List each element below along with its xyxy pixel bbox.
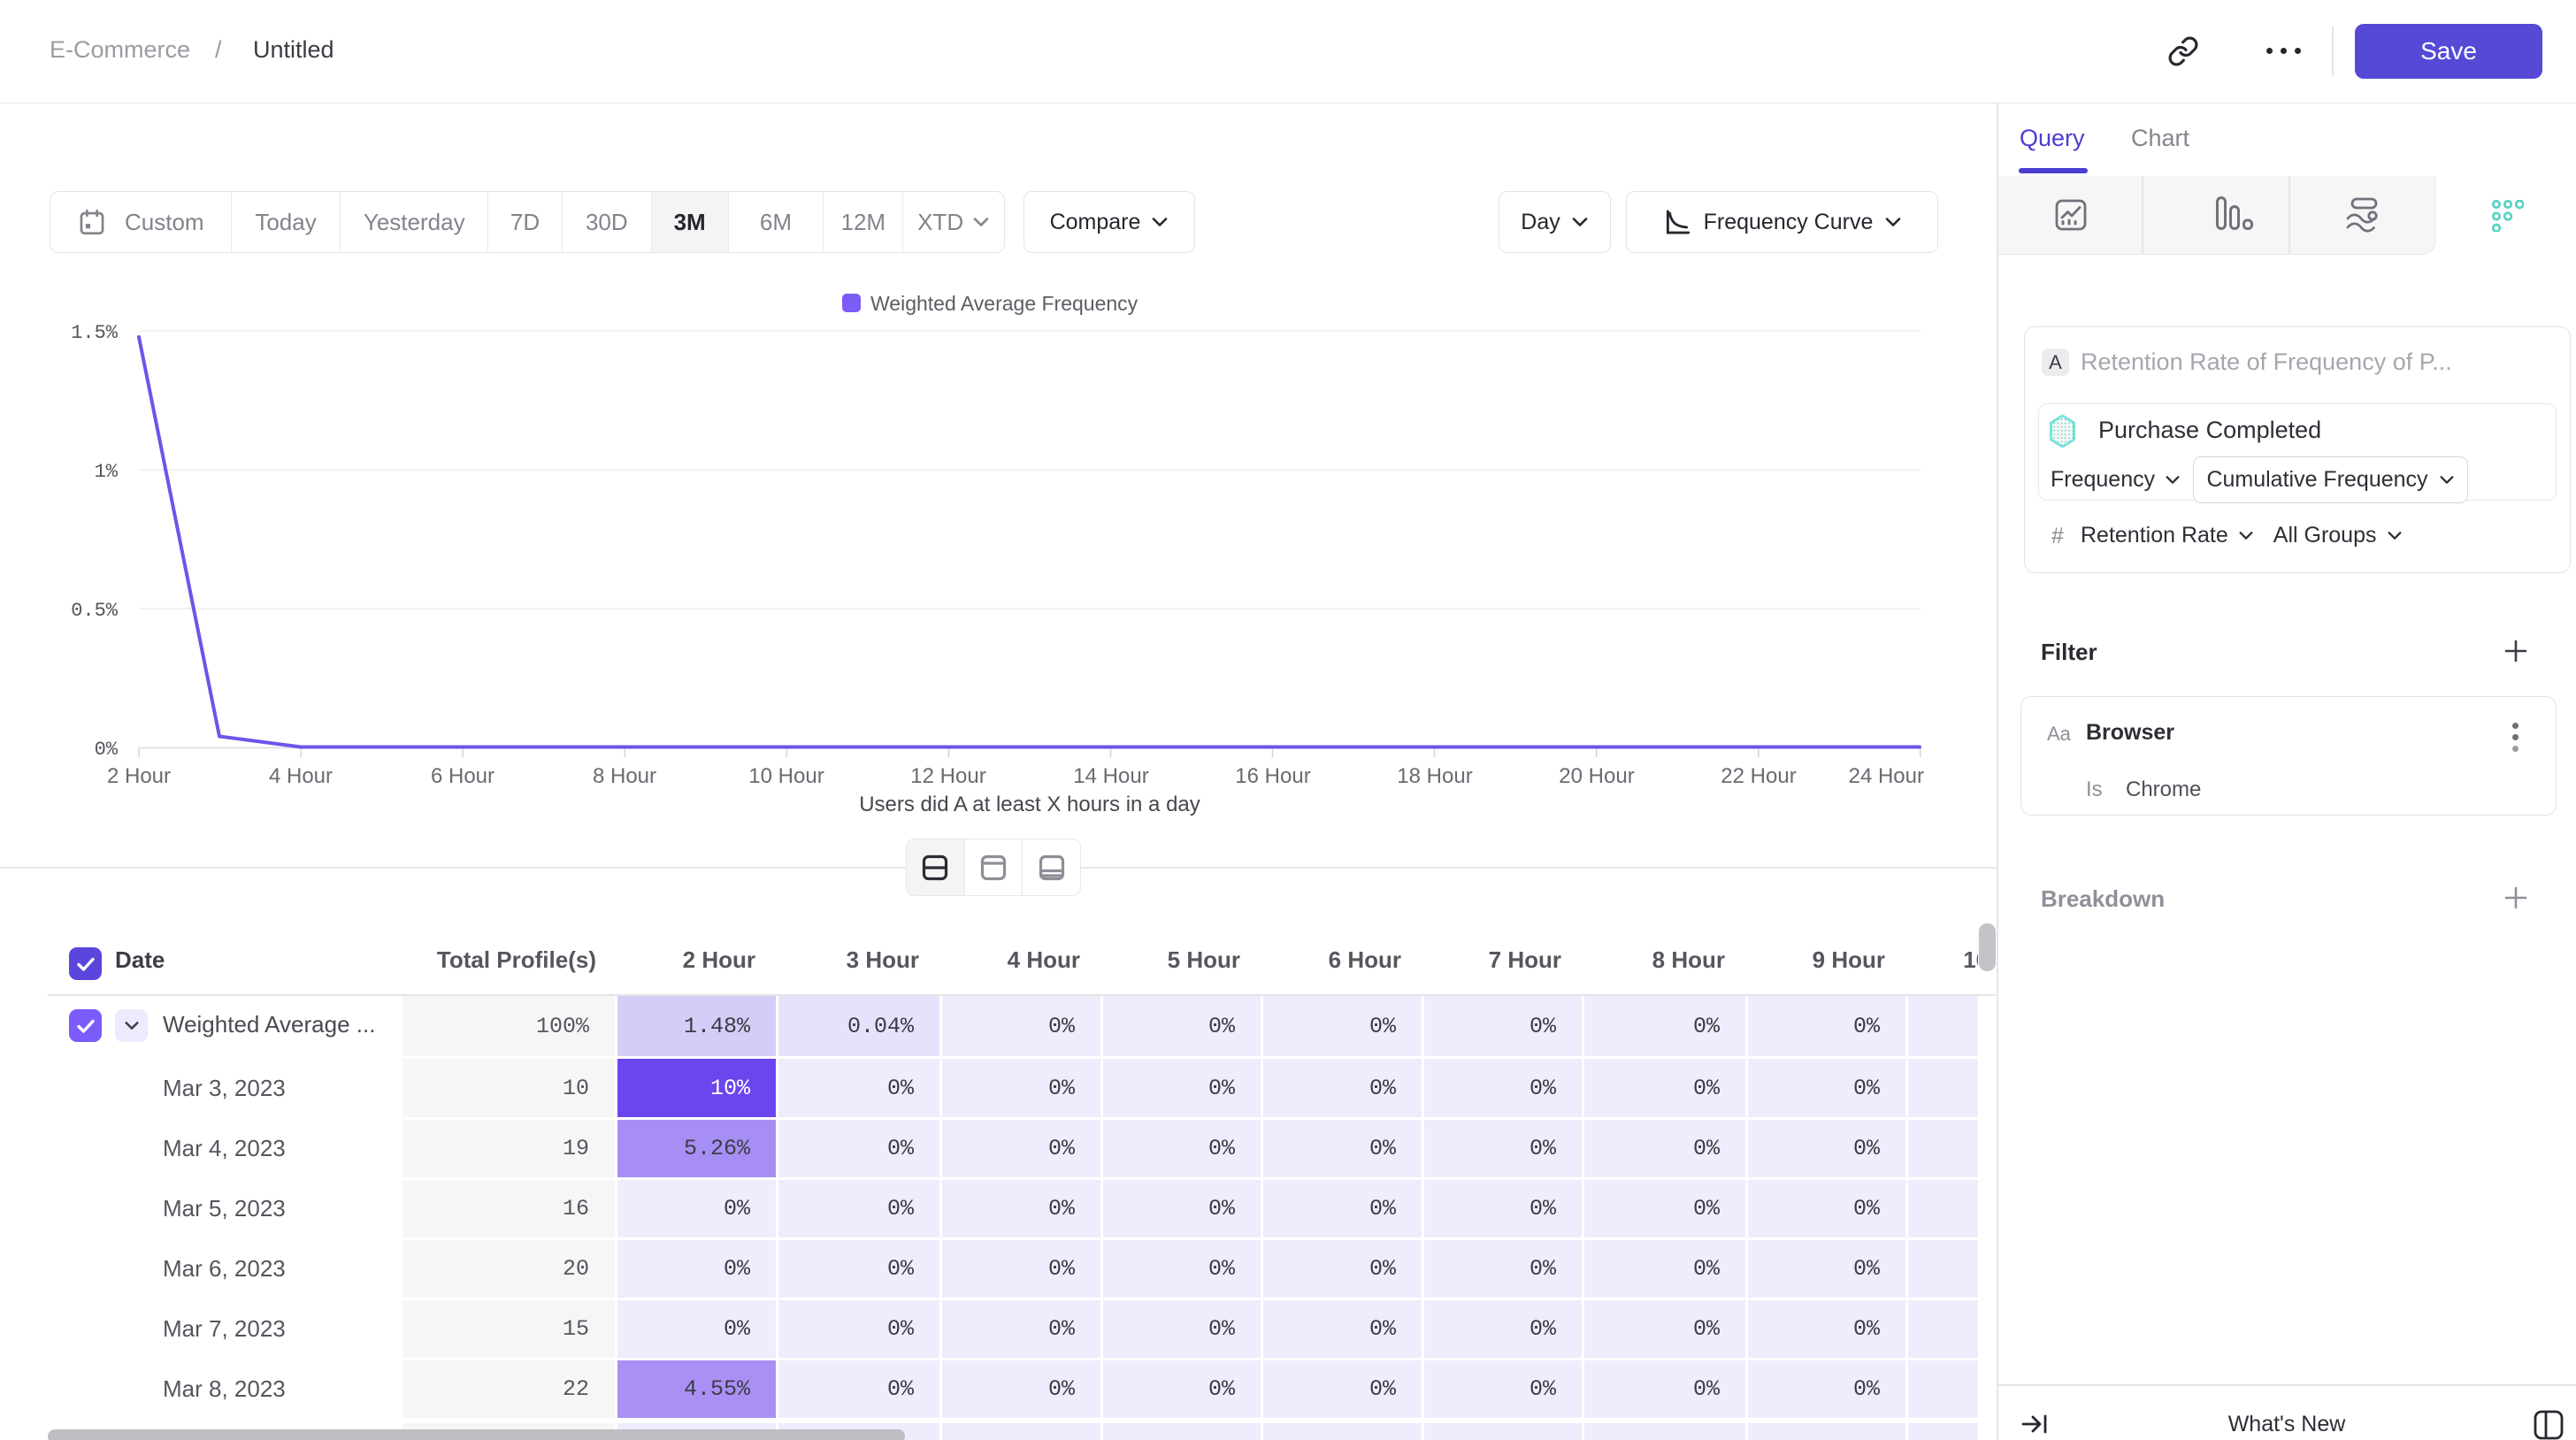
- svg-text:2 Hour: 2 Hour: [107, 764, 171, 788]
- svg-text:8 Hour: 8 Hour: [593, 764, 656, 788]
- svg-text:Weighted Average Frequency: Weighted Average Frequency: [870, 292, 1138, 315]
- svg-text:1%: 1%: [95, 461, 119, 483]
- svg-text:4 Hour: 4 Hour: [269, 764, 333, 788]
- svg-text:6 Hour: 6 Hour: [431, 764, 494, 788]
- svg-text:18 Hour: 18 Hour: [1397, 764, 1472, 788]
- svg-text:20 Hour: 20 Hour: [1559, 764, 1634, 788]
- svg-text:1.5%: 1.5%: [71, 322, 119, 344]
- svg-text:16 Hour: 16 Hour: [1235, 764, 1310, 788]
- svg-text:12 Hour: 12 Hour: [910, 764, 985, 788]
- svg-text:0%: 0%: [95, 739, 119, 761]
- svg-text:Users did A at least X hours i: Users did A at least X hours in a day: [859, 793, 1200, 816]
- svg-text:14 Hour: 14 Hour: [1073, 764, 1148, 788]
- svg-text:22 Hour: 22 Hour: [1721, 764, 1796, 788]
- svg-text:24 Hour: 24 Hour: [1849, 764, 1924, 788]
- svg-text:10 Hour: 10 Hour: [748, 764, 824, 788]
- svg-text:0.5%: 0.5%: [71, 600, 119, 622]
